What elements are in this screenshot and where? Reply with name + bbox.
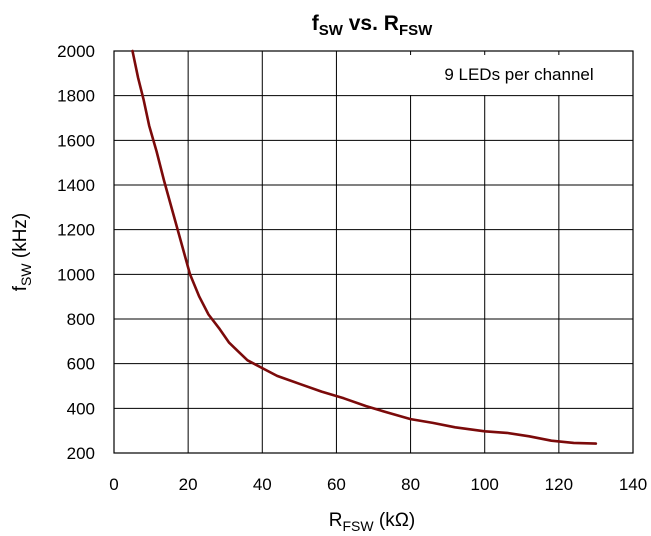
y-tick-label: 600 [67,355,95,374]
x-tick-label: 80 [401,475,420,494]
x-tick-label: 0 [109,475,118,494]
y-tick-label: 2000 [57,42,95,61]
x-tick-label: 140 [619,475,647,494]
x-tick-label: 20 [179,475,198,494]
x-axis-ticks: 0 20 40 60 80 100 120 140 [109,475,647,494]
annotation-text: 9 LEDs per channel [444,65,593,84]
x-tick-label: 40 [253,475,272,494]
chart-title: fSW vs. RFSW [312,12,433,39]
x-tick-label: 100 [471,475,499,494]
y-axis-ticks: 200 400 600 800 1000 1200 1400 1600 1800 2000 [57,42,95,463]
y-tick-label: 1600 [57,131,95,150]
y-tick-label: 1400 [57,176,95,195]
y-tick-label: 1200 [57,221,95,240]
y-tick-label: 1000 [57,265,95,284]
series-line [131,49,598,445]
x-axis-label: RFSW (kΩ) [329,510,415,534]
y-tick-label: 800 [67,310,95,329]
y-tick-label: 200 [67,444,95,463]
annotation-box [408,55,629,95]
y-axis-label: fSW (kHz) [10,213,34,292]
x-tick-label: 60 [327,475,346,494]
x-tick-label: 120 [545,475,573,494]
y-tick-label: 400 [67,399,95,418]
y-tick-label: 1800 [57,87,95,106]
plot-frame [113,50,634,454]
gridlines [113,50,634,454]
series-layer [131,49,598,445]
